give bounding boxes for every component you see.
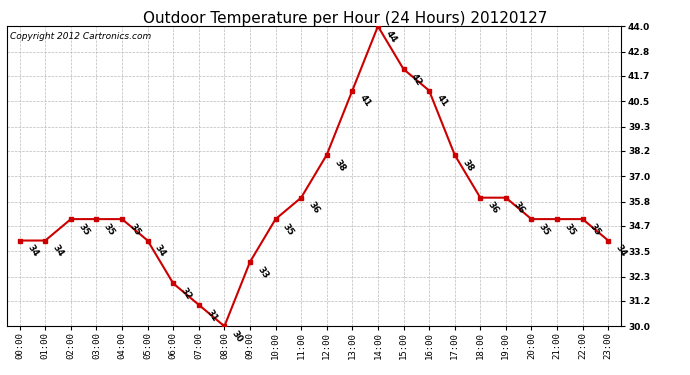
Text: 35: 35 <box>102 222 117 237</box>
Text: 41: 41 <box>358 93 373 109</box>
Text: 32: 32 <box>179 286 193 302</box>
Text: 35: 35 <box>537 222 551 237</box>
Text: 44: 44 <box>384 29 398 45</box>
Text: 30: 30 <box>230 329 244 344</box>
Text: 34: 34 <box>26 243 40 259</box>
Text: 35: 35 <box>281 222 296 237</box>
Text: 36: 36 <box>511 201 526 216</box>
Text: 35: 35 <box>562 222 577 237</box>
Text: Copyright 2012 Cartronics.com: Copyright 2012 Cartronics.com <box>10 32 151 41</box>
Text: 36: 36 <box>486 201 500 216</box>
Text: 34: 34 <box>614 243 629 259</box>
Text: 42: 42 <box>409 72 424 87</box>
Text: 35: 35 <box>77 222 91 237</box>
Text: 34: 34 <box>51 243 66 259</box>
Text: 38: 38 <box>333 158 347 173</box>
Text: 38: 38 <box>460 158 475 173</box>
Text: 34: 34 <box>153 243 168 259</box>
Text: 41: 41 <box>435 93 449 109</box>
Text: 36: 36 <box>307 201 322 216</box>
Text: Outdoor Temperature per Hour (24 Hours) 20120127: Outdoor Temperature per Hour (24 Hours) … <box>143 11 547 26</box>
Text: 35: 35 <box>128 222 142 237</box>
Text: 31: 31 <box>204 308 219 323</box>
Text: 35: 35 <box>588 222 603 237</box>
Text: 33: 33 <box>255 265 270 280</box>
